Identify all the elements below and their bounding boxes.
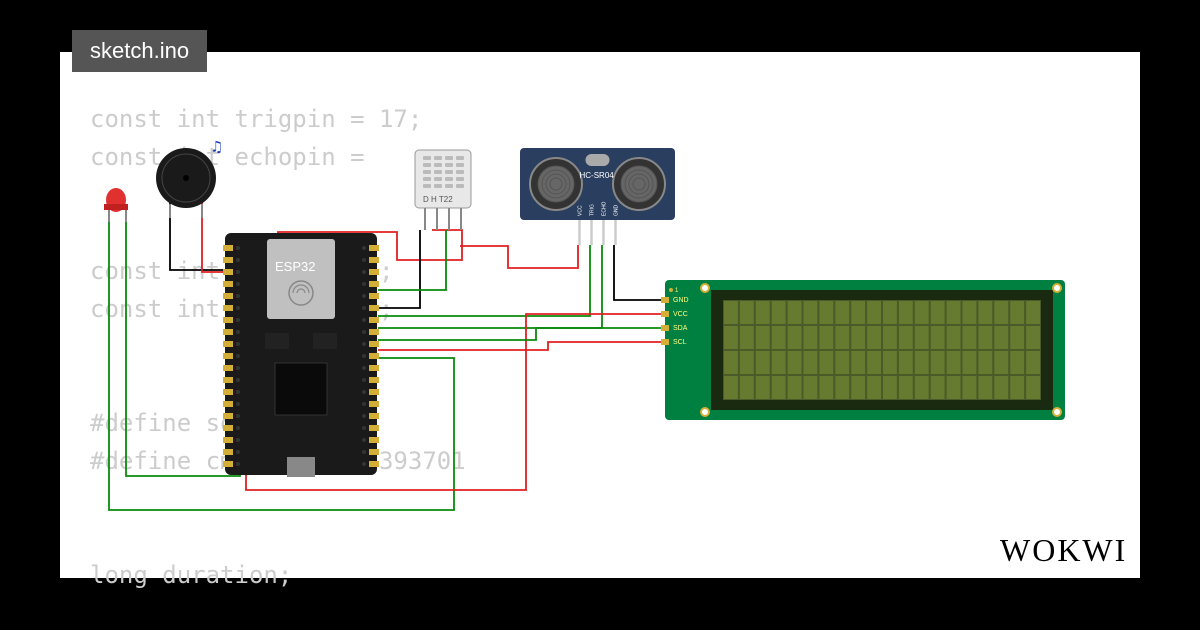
buzzer: ♫ (156, 137, 222, 218)
ultrasonic-sensor: HC-SR04 VCC TRIG ECHO GND (520, 148, 675, 245)
led-red (104, 188, 128, 222)
music-note-icon: ♫ (212, 137, 222, 156)
svg-text:VCC: VCC (578, 205, 584, 216)
svg-text:TRIG: TRIG (590, 204, 596, 216)
svg-text:GND: GND (614, 205, 620, 217)
lcd-display: GNDVCCSDASCL1 (661, 280, 1065, 420)
svg-text:ESP32: ESP32 (275, 259, 315, 274)
svg-text:VCC: VCC (673, 311, 688, 318)
svg-text:SDA: SDA (673, 325, 688, 332)
svg-text:ECHO: ECHO (602, 201, 608, 216)
svg-text:SCL: SCL (673, 339, 687, 346)
dht22-sensor: D H T22 (415, 150, 471, 230)
wokwi-logo: WOKWI (1000, 532, 1127, 569)
svg-text:D H T22: D H T22 (423, 195, 453, 204)
svg-text:HC-SR04: HC-SR04 (580, 171, 615, 180)
svg-text:GND: GND (673, 297, 689, 304)
esp32-board: ESP32 (223, 233, 379, 477)
